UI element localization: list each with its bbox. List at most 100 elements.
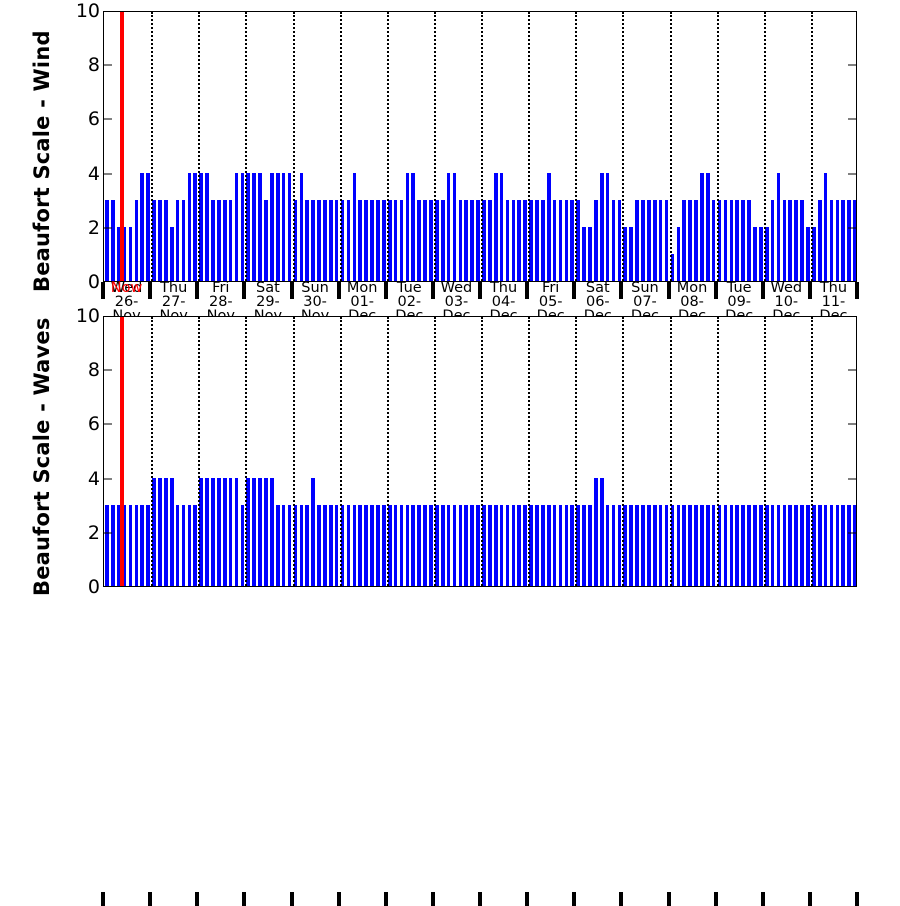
bar (440, 199, 445, 281)
bar (258, 172, 262, 281)
bar (387, 504, 392, 586)
bar (847, 199, 851, 281)
bar (694, 504, 698, 586)
bar (334, 199, 339, 281)
bar (128, 226, 133, 281)
bar (411, 504, 416, 586)
bar (311, 477, 315, 586)
x-axis-day-of-week: Thu (489, 280, 518, 296)
bar (505, 199, 510, 281)
bar (688, 199, 692, 281)
bar (723, 199, 728, 281)
bar (111, 504, 115, 586)
bar (217, 477, 221, 586)
bar (823, 504, 828, 586)
bar (287, 504, 292, 586)
bar (134, 199, 139, 281)
bar (758, 226, 763, 281)
bar (346, 504, 351, 586)
bar (476, 199, 480, 281)
bar (399, 199, 404, 281)
day-separator-gridline (622, 317, 626, 586)
x-tick-mark (807, 282, 812, 299)
bar (594, 199, 598, 281)
day-separator-gridline (245, 317, 249, 586)
day-separator-gridline (622, 12, 626, 281)
bar (800, 504, 804, 586)
y-tick-label: 6 (87, 413, 100, 436)
bar (488, 504, 492, 586)
bar (429, 199, 433, 281)
bar (146, 172, 150, 281)
bar (423, 199, 427, 281)
y-tick-mark-right (848, 532, 857, 534)
bar (488, 199, 492, 281)
bar (264, 199, 268, 281)
x-tick-mark (572, 282, 577, 299)
bar (452, 504, 457, 586)
bar (464, 504, 469, 586)
day-separator-gridline (292, 317, 297, 586)
bar (635, 504, 639, 586)
bar (853, 504, 856, 586)
bar (311, 199, 315, 281)
x-tick-mark (713, 282, 718, 299)
bar (246, 172, 251, 281)
bar (281, 172, 286, 281)
bar (676, 504, 681, 586)
y-tick-label: 0 (87, 271, 100, 293)
bar (747, 504, 751, 586)
x-tick-mark (619, 282, 624, 299)
y-tick-label: 4 (87, 162, 100, 185)
bar (717, 199, 722, 281)
y-tick-label: 10 (75, 0, 100, 22)
day-separator-gridline (669, 317, 674, 586)
bar (694, 199, 698, 281)
x-axis-day-of-week: Sat (585, 280, 610, 296)
y-tick-mark (103, 478, 112, 480)
bar (222, 199, 227, 281)
y-tick-mark-right (848, 369, 857, 371)
bar (252, 477, 257, 586)
bar (252, 172, 257, 281)
bar (446, 172, 451, 281)
x-tick-mark (430, 892, 435, 906)
bar (529, 504, 533, 586)
bar (829, 199, 834, 281)
x-tick-mark (713, 892, 718, 906)
bar (823, 172, 828, 281)
x-tick-mark (101, 282, 105, 299)
bar (228, 477, 233, 586)
bar (676, 226, 681, 281)
bar (317, 199, 321, 281)
x-tick-mark (619, 892, 624, 906)
bar (258, 477, 262, 586)
x-tick-mark (195, 892, 200, 906)
day-separator-gridline (810, 12, 815, 281)
bar (116, 504, 121, 586)
bar (134, 504, 139, 586)
bar (234, 172, 239, 281)
bar (729, 504, 734, 586)
bar (552, 199, 557, 281)
day-separator-gridline (433, 12, 438, 281)
bar (617, 504, 622, 586)
x-tick-mark (336, 282, 341, 299)
y-tick-mark-right (848, 64, 857, 66)
bar (305, 504, 310, 586)
y-tick-label: 6 (87, 108, 100, 131)
bar (611, 504, 616, 586)
y-tick-mark-right (848, 423, 857, 425)
bar (717, 504, 722, 586)
bar (764, 504, 769, 586)
bar (629, 504, 634, 586)
bar (358, 199, 363, 281)
y-tick-label: 2 (87, 216, 100, 239)
bar (411, 172, 416, 281)
bar (393, 504, 398, 586)
bar (711, 504, 716, 586)
bar (293, 504, 298, 586)
bar (381, 199, 386, 281)
bar (405, 172, 410, 281)
y-tick-mark (103, 369, 112, 371)
